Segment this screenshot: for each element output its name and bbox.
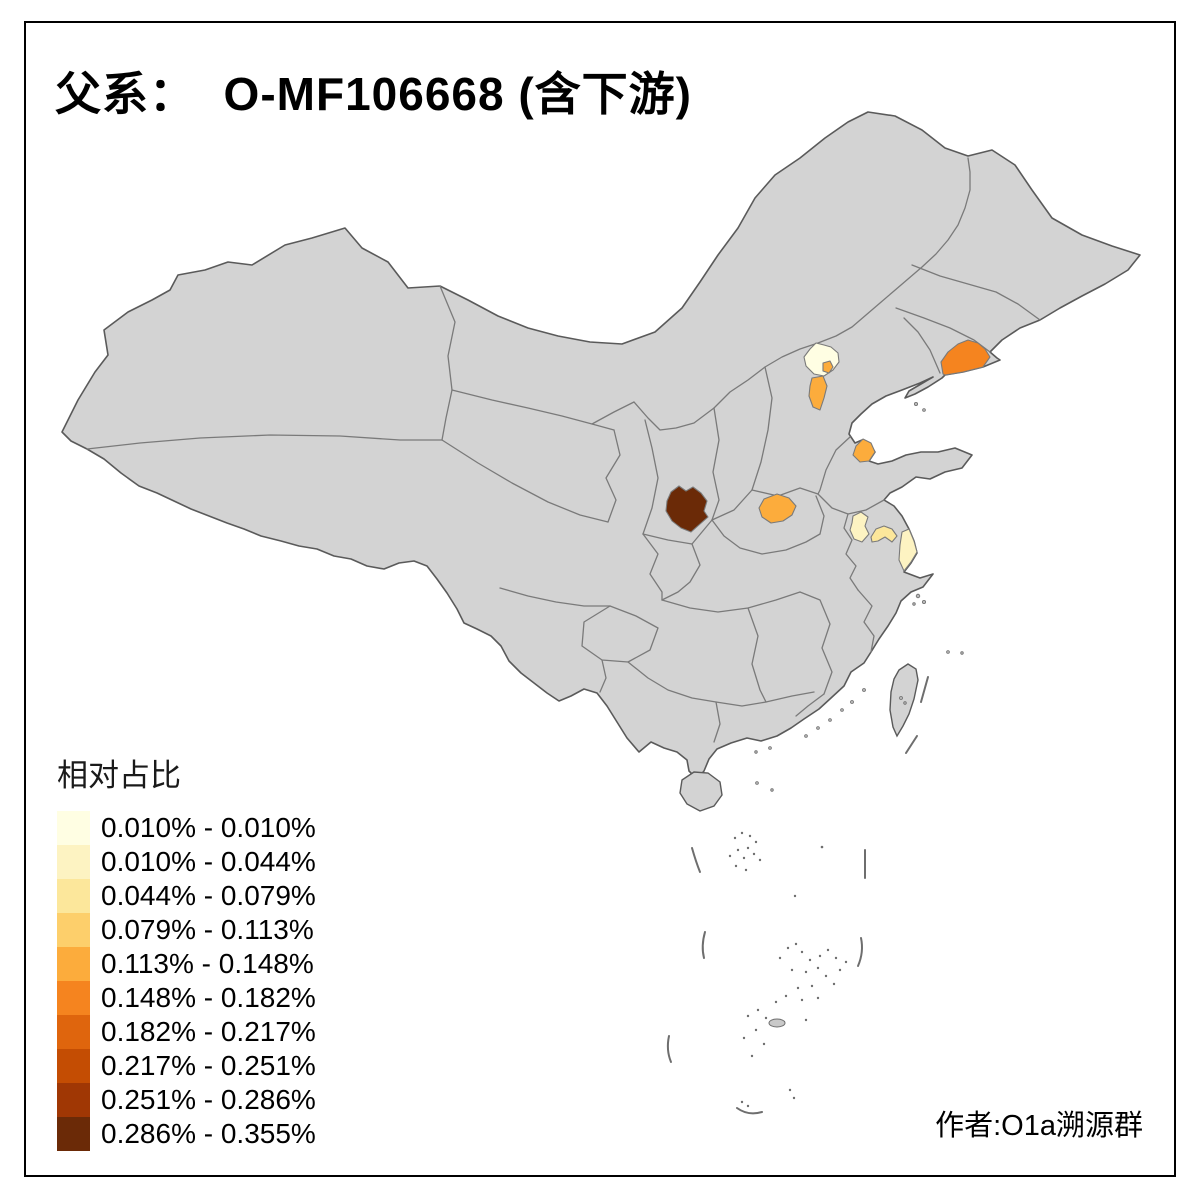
region-jiangsu-central bbox=[870, 525, 898, 543]
plot-frame bbox=[24, 21, 1176, 1177]
china-mainland bbox=[61, 111, 1141, 780]
page-title: 父系： O-MF106668 (含下游) bbox=[55, 68, 692, 120]
region-shandong-coastal bbox=[852, 438, 876, 463]
legend-label: 0.217% - 0.251% bbox=[101, 1050, 316, 1081]
legend-label: 0.148% - 0.182% bbox=[101, 982, 316, 1013]
legend-swatch bbox=[57, 913, 90, 947]
region-jiangsu-coastal bbox=[898, 528, 918, 572]
legend-swatch bbox=[57, 947, 90, 981]
legend-swatch bbox=[57, 1015, 90, 1049]
legend-swatch bbox=[57, 811, 90, 845]
legend-row: 0.217% - 0.251% bbox=[57, 1049, 316, 1083]
legend-row: 0.286% - 0.355% bbox=[57, 1117, 316, 1151]
region-henan-central bbox=[758, 493, 797, 524]
region-langfang-exclave bbox=[822, 360, 834, 374]
legend-row: 0.044% - 0.079% bbox=[57, 879, 316, 913]
legend-label: 0.286% - 0.355% bbox=[101, 1118, 316, 1149]
hainan-island bbox=[679, 771, 723, 812]
legend-row: 0.182% - 0.217% bbox=[57, 1015, 316, 1049]
legend-label: 0.113% - 0.148% bbox=[101, 948, 314, 979]
taiwan-island bbox=[889, 663, 919, 738]
legend-row: 0.010% - 0.010% bbox=[57, 811, 316, 845]
coastal-islets bbox=[754, 401, 964, 792]
legend-swatch bbox=[57, 879, 90, 913]
province-borders bbox=[86, 157, 1041, 743]
legend-swatch bbox=[57, 981, 90, 1015]
region-shaanxi-south bbox=[665, 485, 709, 533]
author-credit: 作者:O1a溯源群 bbox=[935, 1110, 1143, 1142]
legend-row: 0.079% - 0.113% bbox=[57, 913, 316, 947]
region-langfang bbox=[808, 375, 828, 411]
legend-title: 相对占比 bbox=[57, 758, 181, 793]
legend-row: 0.251% - 0.286% bbox=[57, 1083, 316, 1117]
highlighted-regions bbox=[665, 339, 991, 572]
legend-label: 0.010% - 0.010% bbox=[101, 812, 316, 843]
legend-swatch bbox=[57, 1117, 90, 1151]
legend-label: 0.079% - 0.113% bbox=[101, 914, 314, 945]
legend: 相对占比 0.010% - 0.010% 0.010% - 0.044% 0.0… bbox=[57, 750, 316, 1151]
legend-row: 0.010% - 0.044% bbox=[57, 845, 316, 879]
legend-label: 0.044% - 0.079% bbox=[101, 880, 316, 911]
legend-label: 0.251% - 0.286% bbox=[101, 1084, 316, 1115]
region-anhui-east bbox=[849, 511, 870, 543]
region-liaoning-coastal bbox=[940, 339, 991, 376]
legend-row: 0.148% - 0.182% bbox=[57, 981, 316, 1015]
legend-swatch bbox=[57, 1083, 90, 1117]
legend-label: 0.010% - 0.044% bbox=[101, 846, 316, 877]
legend-row: 0.113% - 0.148% bbox=[57, 947, 316, 981]
legend-swatch bbox=[57, 845, 90, 879]
south-china-sea-islands bbox=[728, 831, 848, 1108]
sea-boundary-dashes bbox=[666, 676, 929, 1115]
legend-label: 0.182% - 0.217% bbox=[101, 1016, 316, 1047]
legend-swatch bbox=[57, 1049, 90, 1083]
